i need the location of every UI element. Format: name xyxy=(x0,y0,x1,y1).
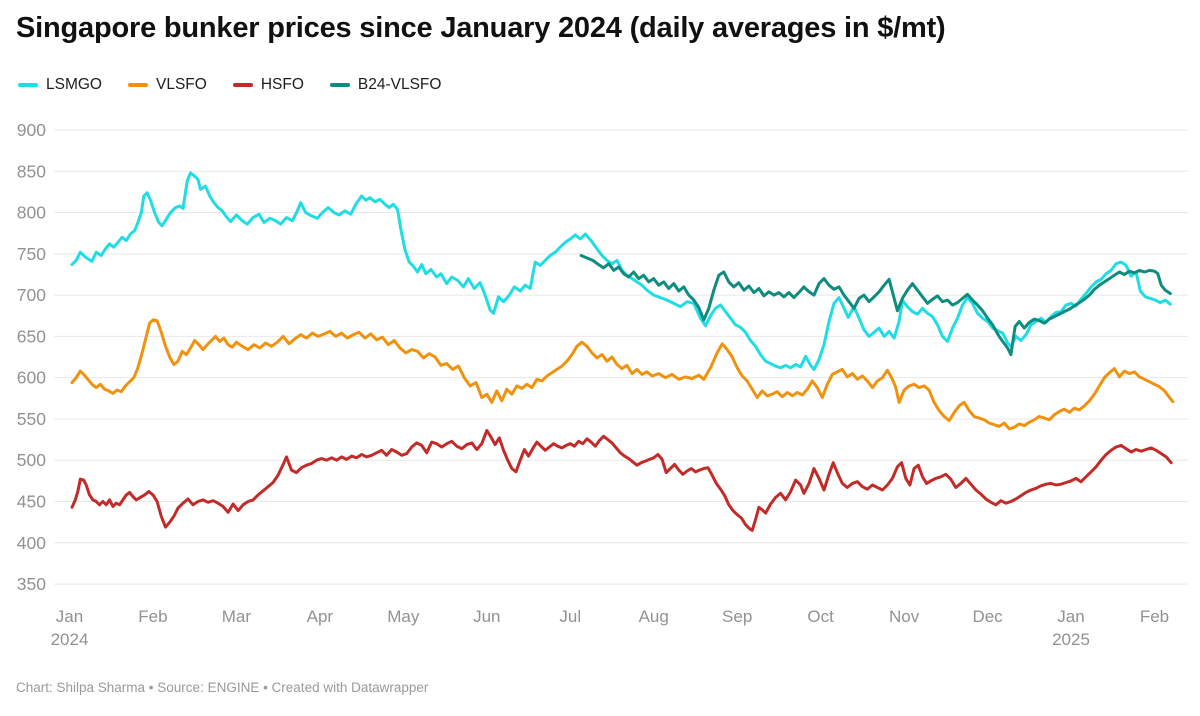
legend-label: VLSFO xyxy=(155,76,207,93)
x-tick-label: Jan xyxy=(56,607,83,626)
x-tick-label: Nov xyxy=(889,607,920,626)
series-line-hsfo[interactable] xyxy=(70,429,1173,532)
x-tick-label: Oct xyxy=(807,607,834,626)
y-tick-label: 700 xyxy=(17,285,46,305)
legend: LSMGO VLSFO HSFO B24-VLSFO xyxy=(18,76,441,94)
y-tick-label: 400 xyxy=(17,533,46,553)
legend-swatch-icon xyxy=(329,83,350,87)
x-tick-label: Feb xyxy=(138,607,167,626)
x-tick-label: Dec xyxy=(972,607,1003,626)
y-tick-label: 850 xyxy=(17,161,46,181)
y-tick-label: 550 xyxy=(17,409,46,429)
chart-footer: Chart: Shilpa Sharma • Source: ENGINE • … xyxy=(16,680,429,695)
x-tick-label: Sep xyxy=(722,607,752,626)
y-tick-label: 900 xyxy=(17,120,46,140)
page-title: Singapore bunker prices since January 20… xyxy=(16,12,946,44)
x-tick-label: Jul xyxy=(559,607,581,626)
x-tick-label: Feb xyxy=(1140,607,1169,626)
x-tick-year-label: 2024 xyxy=(51,630,89,649)
legend-item-hsfo: HSFO xyxy=(232,76,304,94)
x-tick-label: May xyxy=(387,607,420,626)
y-tick-label: 500 xyxy=(17,450,46,470)
legend-swatch-icon xyxy=(232,83,253,87)
x-tick-label: Jun xyxy=(473,607,500,626)
y-tick-label: 750 xyxy=(17,244,46,264)
y-tick-label: 650 xyxy=(17,326,46,346)
legend-item-vlsfo: VLSFO xyxy=(127,76,207,94)
legend-item-lsmgo: LSMGO xyxy=(18,76,102,94)
y-tick-label: 350 xyxy=(17,574,46,594)
legend-swatch-icon xyxy=(18,83,38,87)
series-line-lsmgo[interactable] xyxy=(70,171,1172,371)
legend-label: LSMGO xyxy=(46,76,102,93)
legend-item-b24-vlsfo: B24-VLSFO xyxy=(329,76,442,94)
y-tick-label: 800 xyxy=(17,203,46,223)
legend-swatch-icon xyxy=(127,83,148,87)
series-line-b24-vlsfo[interactable] xyxy=(579,254,1172,357)
x-tick-label: Aug xyxy=(639,607,669,626)
x-tick-year-label: 2025 xyxy=(1052,630,1090,649)
legend-label: B24-VLSFO xyxy=(357,76,442,93)
x-tick-label: Apr xyxy=(307,607,334,626)
y-tick-label: 600 xyxy=(17,368,46,388)
series-line-vlsfo[interactable] xyxy=(70,318,1175,431)
x-tick-label: Jan xyxy=(1057,607,1084,626)
y-tick-label: 450 xyxy=(17,492,46,512)
x-tick-label: Mar xyxy=(222,607,252,626)
legend-label: HSFO xyxy=(260,76,304,93)
